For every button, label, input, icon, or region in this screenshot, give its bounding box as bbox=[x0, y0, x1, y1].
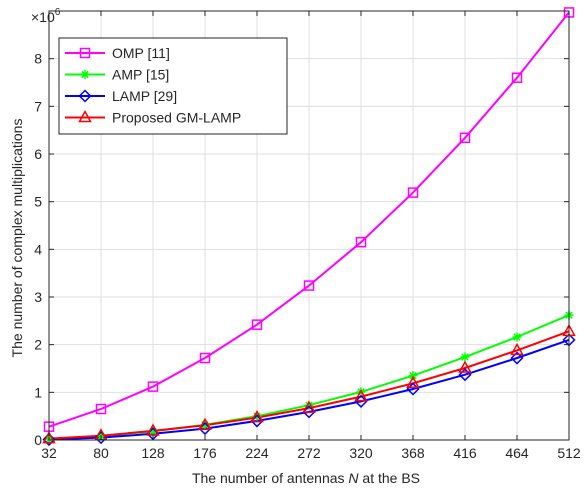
series-line bbox=[48, 11, 570, 428]
data-point-marker bbox=[458, 368, 472, 382]
x-axis-label: The number of antennas N at the BS bbox=[192, 470, 420, 486]
x-tick-label: 368 bbox=[401, 445, 425, 461]
x-tick-label: 32 bbox=[41, 445, 57, 461]
y-tick-label: 2 bbox=[34, 337, 42, 353]
data-point-marker bbox=[510, 342, 524, 356]
data-point-marker bbox=[146, 423, 160, 436]
data-point-marker bbox=[459, 132, 471, 144]
x-tick-label: 128 bbox=[141, 445, 165, 461]
data-point-marker bbox=[407, 187, 419, 198]
legend-label: Proposed GM-LAMP bbox=[112, 110, 241, 126]
y-exponent-base: ×10 bbox=[31, 9, 55, 25]
data-point-marker bbox=[511, 72, 523, 83]
data-point-marker bbox=[458, 360, 472, 373]
legend-marker bbox=[79, 47, 91, 59]
y-exponent: ×106 bbox=[31, 7, 61, 25]
data-point-marker bbox=[406, 375, 420, 389]
data-point-marker bbox=[250, 410, 264, 423]
data-point-marker bbox=[95, 403, 107, 415]
legend-label: LAMP [29] bbox=[112, 88, 177, 104]
data-point-marker bbox=[148, 426, 158, 436]
data-point-marker bbox=[200, 420, 210, 430]
data-point-marker bbox=[460, 352, 470, 362]
x-tick-label: 80 bbox=[93, 445, 109, 461]
x-tick-label: 176 bbox=[193, 445, 217, 461]
data-point-marker bbox=[354, 394, 368, 408]
x-tick-label: 272 bbox=[297, 445, 321, 461]
data-point-marker bbox=[198, 417, 212, 430]
data-point-marker bbox=[42, 431, 56, 444]
legend-marker bbox=[78, 89, 92, 103]
legend: OMP [11] AMP [15] LAMP [29] Proposed GM-LAM… bbox=[58, 37, 288, 135]
x-axis-label-suffix: at the BS bbox=[359, 470, 420, 486]
data-point-marker bbox=[408, 371, 418, 381]
y-tick-label: 3 bbox=[34, 289, 42, 305]
y-tick-label: 7 bbox=[34, 98, 42, 114]
legend-label: OMP [11] bbox=[112, 45, 170, 61]
legend-items: OMP [11] AMP [15] LAMP [29] Proposed GM-LAM… bbox=[65, 45, 241, 126]
legend-label: AMP [15] bbox=[112, 67, 169, 83]
data-point-marker bbox=[303, 280, 315, 291]
tick-labels: 32 80 128 176 224 272 320 368 416 464 512 0 1 2 3 4 5 6 7 8 bbox=[34, 51, 581, 461]
x-axis-label-prefix: The number of antennas bbox=[192, 470, 348, 486]
data-point-marker bbox=[355, 236, 367, 248]
data-point-marker bbox=[354, 389, 368, 402]
data-point-marker bbox=[510, 351, 524, 365]
x-tick-label: 320 bbox=[349, 445, 373, 461]
legend-marker bbox=[80, 70, 90, 79]
x-axis-label-variable: N bbox=[348, 470, 359, 486]
y-tick-label: 6 bbox=[34, 146, 42, 162]
x-tick-label: 224 bbox=[245, 445, 269, 461]
data-point-marker bbox=[302, 400, 316, 413]
data-point-marker bbox=[147, 381, 159, 392]
y-tick-label: 1 bbox=[34, 384, 42, 400]
y-tick-label: 4 bbox=[34, 241, 42, 257]
data-point-marker bbox=[512, 332, 522, 342]
y-exponent-power: 6 bbox=[55, 7, 61, 18]
y-tick-label: 8 bbox=[34, 51, 42, 67]
data-point-marker bbox=[251, 319, 263, 330]
x-tick-label: 512 bbox=[557, 445, 581, 461]
y-tick-label: 5 bbox=[34, 194, 42, 210]
y-tick-label: 0 bbox=[34, 432, 42, 448]
y-axis-label: The number of complex multiplications bbox=[9, 119, 25, 358]
legend-marker bbox=[78, 109, 92, 123]
axis-ticks bbox=[48, 11, 570, 441]
x-tick-label: 416 bbox=[453, 445, 477, 461]
data-point-marker bbox=[304, 400, 314, 410]
data-point-marker bbox=[199, 352, 211, 364]
x-tick-label: 464 bbox=[505, 445, 529, 461]
